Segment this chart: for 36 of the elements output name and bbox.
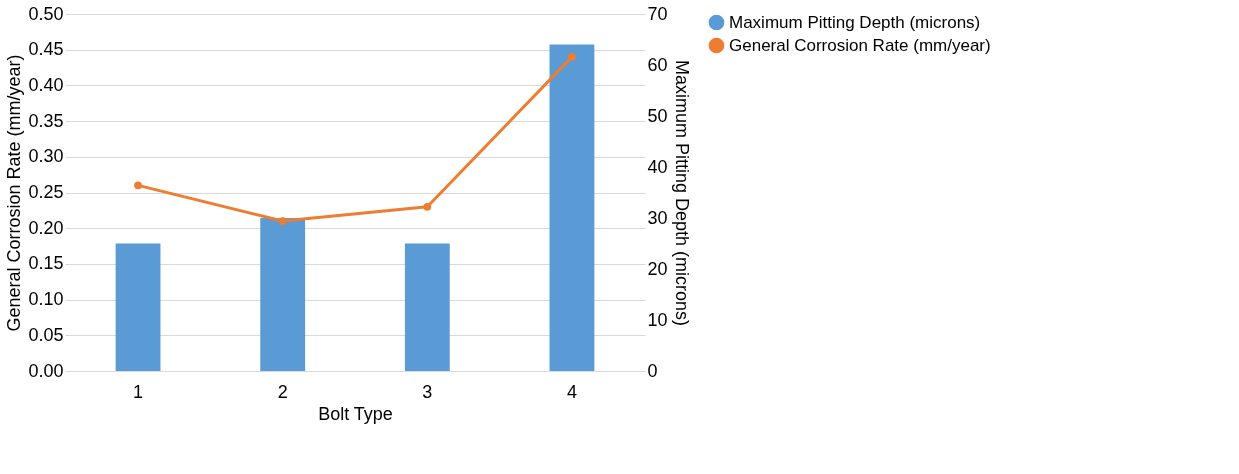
bar [260,218,306,371]
y2-tick-label: 0 [647,360,658,381]
y2-axis-title: Maximum Pitting Depth (microns) [671,59,692,327]
bar [404,243,450,371]
y2-tick-label: 60 [647,54,668,75]
x-tick-label: 1 [133,381,144,402]
x-tick-label: 2 [277,381,288,402]
legend-label: Maximum Pitting Depth (microns) [729,12,981,32]
y-tick-label: 0.20 [28,217,64,238]
y2-tick-label: 70 [647,3,668,24]
y2-tick-label: 30 [647,207,668,228]
y-axis-title: General Corrosion Rate (mm/year) [4,54,25,332]
point [134,181,142,190]
y-tick-label: 0.25 [28,182,64,202]
point [278,217,287,225]
y-tick-label: 0.30 [28,146,64,167]
y2-tick-label: 50 [647,105,668,126]
point [568,52,576,61]
bar [115,243,161,371]
y2-tick-label: 40 [647,156,668,177]
point [423,202,432,211]
y2-tick-label: 20 [647,258,668,279]
y-tick-label: 0.00 [28,360,64,381]
y-tick-label: 0.10 [28,289,64,310]
y-tick-label: 0.45 [28,39,64,60]
legend-label: General Corrosion Rate (mm/year) [729,35,991,55]
x-tick-label: 4 [566,381,577,402]
y2-tick-label: 10 [647,309,668,330]
y-tick-label: 0.35 [28,110,64,131]
y-tick-label: 0.05 [28,324,64,345]
x-tick-label: 3 [422,381,433,402]
y-tick-label: 0.50 [28,3,64,24]
bar [549,44,595,371]
x-axis-title: Bolt Type [318,403,393,424]
y-tick-label: 0.40 [28,74,64,95]
y-tick-label: 0.15 [28,253,64,274]
